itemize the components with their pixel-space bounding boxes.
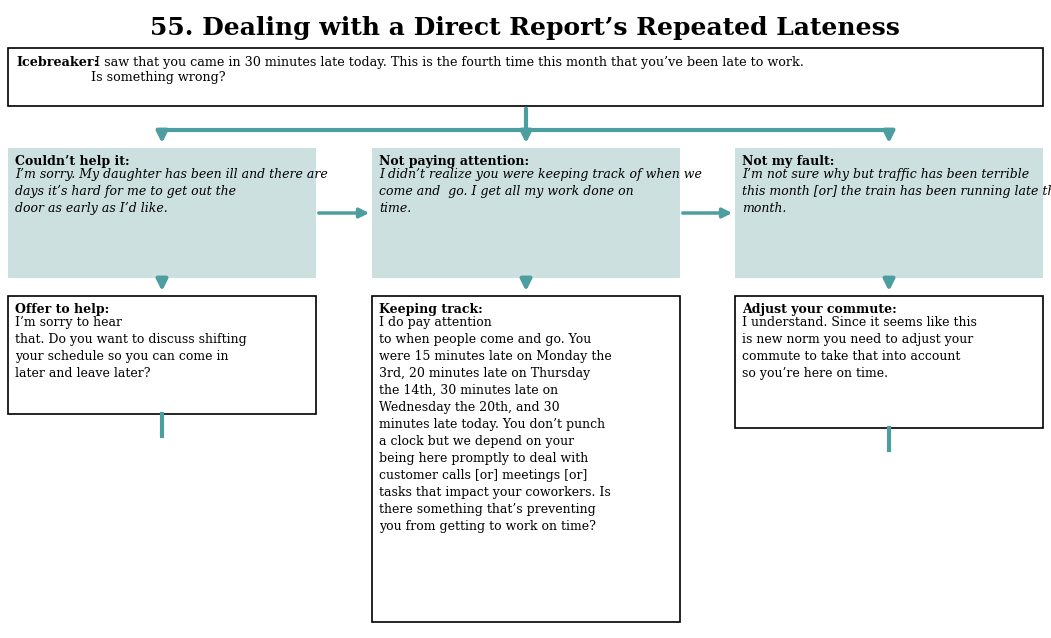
Text: Icebreaker:: Icebreaker: [16, 56, 98, 69]
FancyBboxPatch shape [735, 296, 1043, 428]
Text: I’m sorry. My daughter has been ill and there are
days it’s hard for me to get o: I’m sorry. My daughter has been ill and … [15, 168, 328, 215]
Text: I didn’t realize you were keeping track of when we
come and  go. I get all my wo: I didn’t realize you were keeping track … [379, 168, 702, 215]
Text: I understand. Since it seems like this
is new norm you need to adjust your
commu: I understand. Since it seems like this i… [742, 316, 976, 380]
Text: I’m sorry to hear
that. Do you want to discuss shifting
your schedule so you can: I’m sorry to hear that. Do you want to d… [15, 316, 247, 380]
FancyBboxPatch shape [372, 296, 680, 622]
Text: I do pay attention
to when people come and go. You
were 15 minutes late on Monda: I do pay attention to when people come a… [379, 316, 612, 533]
FancyBboxPatch shape [372, 148, 680, 278]
Text: I saw that you came in 30 minutes late today. This is the fourth time this month: I saw that you came in 30 minutes late t… [91, 56, 804, 84]
Text: I’m not sure why but traffic has been terrible
this month [or] the train has bee: I’m not sure why but traffic has been te… [742, 168, 1051, 215]
Text: Not paying attention:: Not paying attention: [379, 155, 529, 168]
Text: Not my fault:: Not my fault: [742, 155, 834, 168]
Text: Offer to help:: Offer to help: [15, 303, 109, 316]
FancyBboxPatch shape [8, 48, 1043, 106]
Text: Adjust your commute:: Adjust your commute: [742, 303, 897, 316]
Text: Couldn’t help it:: Couldn’t help it: [15, 155, 129, 168]
FancyBboxPatch shape [8, 148, 316, 278]
Text: Keeping track:: Keeping track: [379, 303, 482, 316]
FancyBboxPatch shape [8, 296, 316, 414]
FancyBboxPatch shape [735, 148, 1043, 278]
Text: 55. Dealing with a Direct Report’s Repeated Lateness: 55. Dealing with a Direct Report’s Repea… [150, 16, 900, 40]
